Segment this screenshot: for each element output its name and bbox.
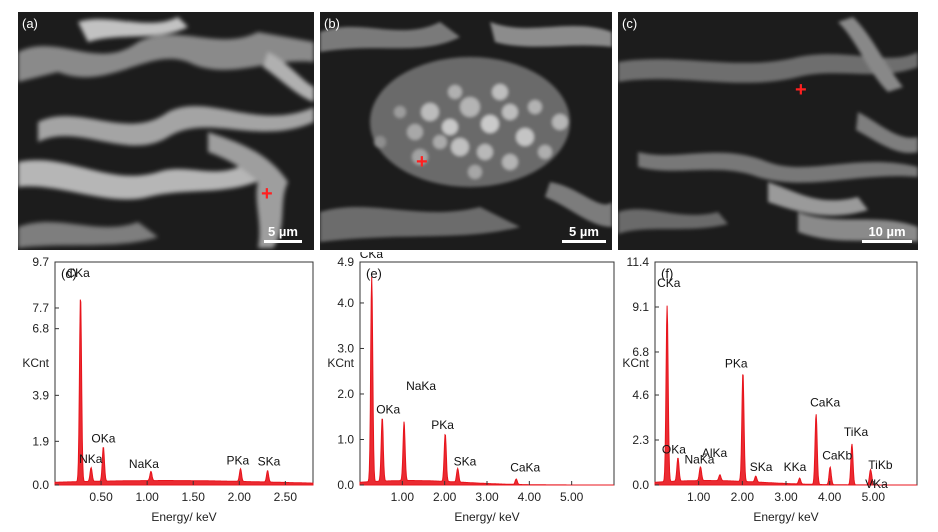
y-tick-label: 3.9 [32,388,49,402]
spot-marker: + [416,151,428,173]
x-tick-label: 3.00 [774,490,798,504]
panel-label: (c) [622,16,638,31]
scale-bar: 5 µm [264,224,302,243]
x-tick-label: 4.00 [518,490,542,504]
y-tick-label: 0.0 [632,478,649,492]
x-axis-label: Energy/ keV [753,510,818,524]
peak-label-nka: NKa [79,452,103,466]
y-tick-label: 6.8 [32,322,49,336]
x-tick-label: 2.00 [731,490,755,504]
x-tick-label: 1.50 [182,490,206,504]
peak-label-cka: CKa [360,252,384,261]
x-tick-label: 4.00 [818,490,842,504]
sem-image-b: (b) + 5 µm [320,12,612,250]
y-tick-label: 2.3 [632,433,649,447]
scale-line [862,240,912,243]
panel-label: (a) [22,16,38,31]
peak-label-naka: NaKa [129,457,159,471]
peak-label-oka: OKa [376,402,400,416]
peak-label-oka: OKa [662,443,686,457]
scale-line [562,240,606,243]
y-tick-label: 0.0 [32,478,49,492]
peak-label-oka: OKa [91,432,115,446]
y-tick-label: 2.0 [337,387,354,401]
spectrum-series [359,276,614,486]
x-tick-label: 1.00 [391,490,415,504]
spectrum-series [54,299,314,486]
scale-line [264,240,302,243]
sem-texture-a [18,17,314,248]
sem-texture-c [618,17,918,242]
peak-label-tika: TiKa [844,425,869,439]
x-tick-label: 0.50 [89,490,113,504]
peak-label-vka: VKa [865,477,888,491]
spot-marker: + [795,79,807,101]
peak-label-pka: PKa [431,418,454,432]
sem-image-c: (c) + 10 µm [618,12,918,250]
peak-label-naka: NaKa [684,452,714,466]
y-tick-label: 0.0 [337,478,354,492]
y-tick-label: 4.9 [337,255,354,269]
eds-spectra: 0.0 1.9 3.9 6.8 7.7 9.7 0.50 1.00 1.50 2.00 2.50 KC… [22,252,918,524]
peak-label-ska: SKa [750,460,773,474]
peak-label-caka: CaKa [510,461,540,475]
peak-label-pka: PKa [725,356,748,370]
y-tick-label: 7.7 [32,301,49,315]
x-tick-label: 5.00 [560,490,584,504]
panel-label: (f) [661,266,673,281]
y-tick-label: 4.0 [337,296,354,310]
x-tick-label: 1.00 [135,490,159,504]
scale-label: 5 µm [268,224,298,239]
y-axis-label: KCnt [22,356,49,370]
scale-label: 5 µm [569,224,599,239]
x-axis-label: Energy/ keV [454,510,519,524]
y-tick-label: 9.1 [632,300,649,314]
peak-label-ska: SKa [454,454,477,468]
peak-label-cka: CKa [67,266,91,280]
spot-marker: + [261,183,273,205]
scale-label: 10 µm [868,224,906,239]
peak-label-pka: PKa [226,453,249,467]
peak-label-kka: KKa [784,460,807,474]
peak-label-tikb: TiKb [868,458,893,472]
peak-label-cakb: CaKb [822,448,852,462]
panel-label: (d) [61,266,77,281]
spectrum-chart-3: 0.0 2.3 4.6 6.8 9.1 11.4 1.00 2.00 3.00 4.00 5.00 K… [622,255,918,524]
scale-bar: 5 µm [562,224,606,243]
peak-label-ska: SKa [258,455,281,469]
x-tick-label: 2.50 [274,490,298,504]
y-axis-label: KCnt [327,356,354,370]
plot-frame [359,261,615,486]
peak-label-alka: AlKa [702,446,728,460]
peak-label-naka: NaKa [406,379,436,393]
x-tick-label: 2.00 [228,490,252,504]
panel-label: (b) [324,16,340,31]
x-tick-label: 2.00 [433,490,457,504]
y-tick-label: 6.8 [632,345,649,359]
scale-bar: 10 µm [862,224,912,243]
peak-label-caka: CaKa [810,396,840,410]
y-tick-label: 4.6 [632,388,649,402]
y-axis-label: KCnt [622,356,649,370]
x-axis-label: Energy/ keV [151,510,216,524]
panel-label: (e) [366,266,382,281]
y-tick-label: 9.7 [32,255,49,269]
spectrum-chart-2: 0.0 1.0 2.0 3.0 4.0 4.9 1.00 2.00 3.00 4.00 5.00 KC… [327,252,615,524]
x-tick-label: 5.00 [862,490,886,504]
y-tick-label: 3.0 [337,341,354,355]
peak-label-cka: CKa [657,276,681,290]
x-tick-label: 1.00 [687,490,711,504]
sem-texture-b [320,22,612,242]
y-tick-label: 11.4 [627,255,650,269]
spectrum-chart-1: 0.0 1.9 3.9 6.8 7.7 9.7 0.50 1.00 1.50 2.00 2.50 KC… [22,255,314,524]
y-tick-label: 1.9 [32,434,49,448]
y-tick-label: 1.0 [337,432,354,446]
sem-image-a: (a) + 5 µm [18,12,314,250]
x-tick-label: 3.00 [475,490,499,504]
